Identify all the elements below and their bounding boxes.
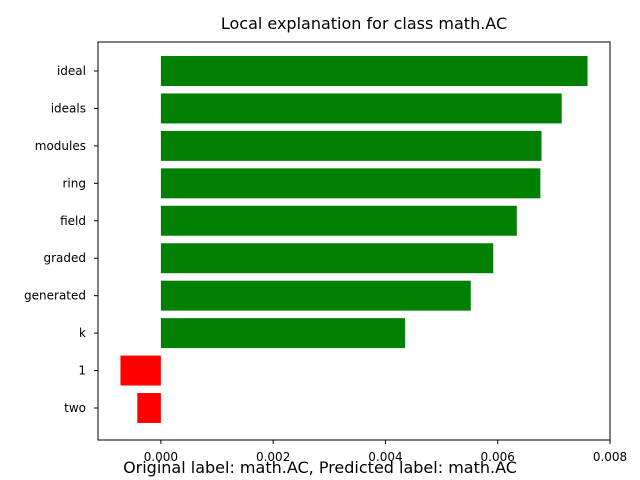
y-tick-label: graded — [43, 251, 86, 265]
prediction-caption: Original label: math.AC, Predicted label… — [123, 458, 517, 477]
x-tick-label: 0.000 — [144, 450, 178, 464]
y-tick-label: field — [60, 214, 86, 228]
bar-ideals — [160, 93, 562, 124]
bar-1 — [120, 355, 161, 386]
y-tick-label: modules — [35, 139, 86, 153]
bars-group — [120, 56, 588, 423]
y-tick-label: 1 — [78, 364, 86, 378]
y-tick-label: ideal — [57, 64, 86, 78]
x-axis-ticks: 0.000 0.002 0.004 0.006 0.008 — [144, 440, 627, 464]
y-axis-ticks: ideal ideals modules ring field graded generat… — [24, 64, 98, 415]
bar-ideal — [160, 56, 588, 86]
x-tick-label: 0.008 — [593, 450, 627, 464]
y-tick-label: k — [79, 326, 86, 340]
bar-graded — [160, 243, 494, 274]
bar-two — [137, 393, 161, 423]
x-tick-label: 0.006 — [481, 450, 515, 464]
y-tick-label: ideals — [51, 101, 86, 115]
bar-field — [160, 205, 517, 236]
chart-title: Local explanation for class math.AC — [221, 14, 507, 33]
bar-ring — [160, 168, 541, 199]
y-tick-label: ring — [63, 176, 87, 190]
x-tick-label: 0.002 — [256, 450, 290, 464]
x-tick-label: 0.004 — [368, 450, 402, 464]
y-tick-label: generated — [24, 289, 86, 303]
bar-modules — [160, 130, 542, 161]
bar-k — [160, 318, 406, 349]
bar-generated — [160, 280, 471, 311]
y-tick-label: two — [64, 401, 86, 415]
plot-frame — [97, 41, 611, 441]
